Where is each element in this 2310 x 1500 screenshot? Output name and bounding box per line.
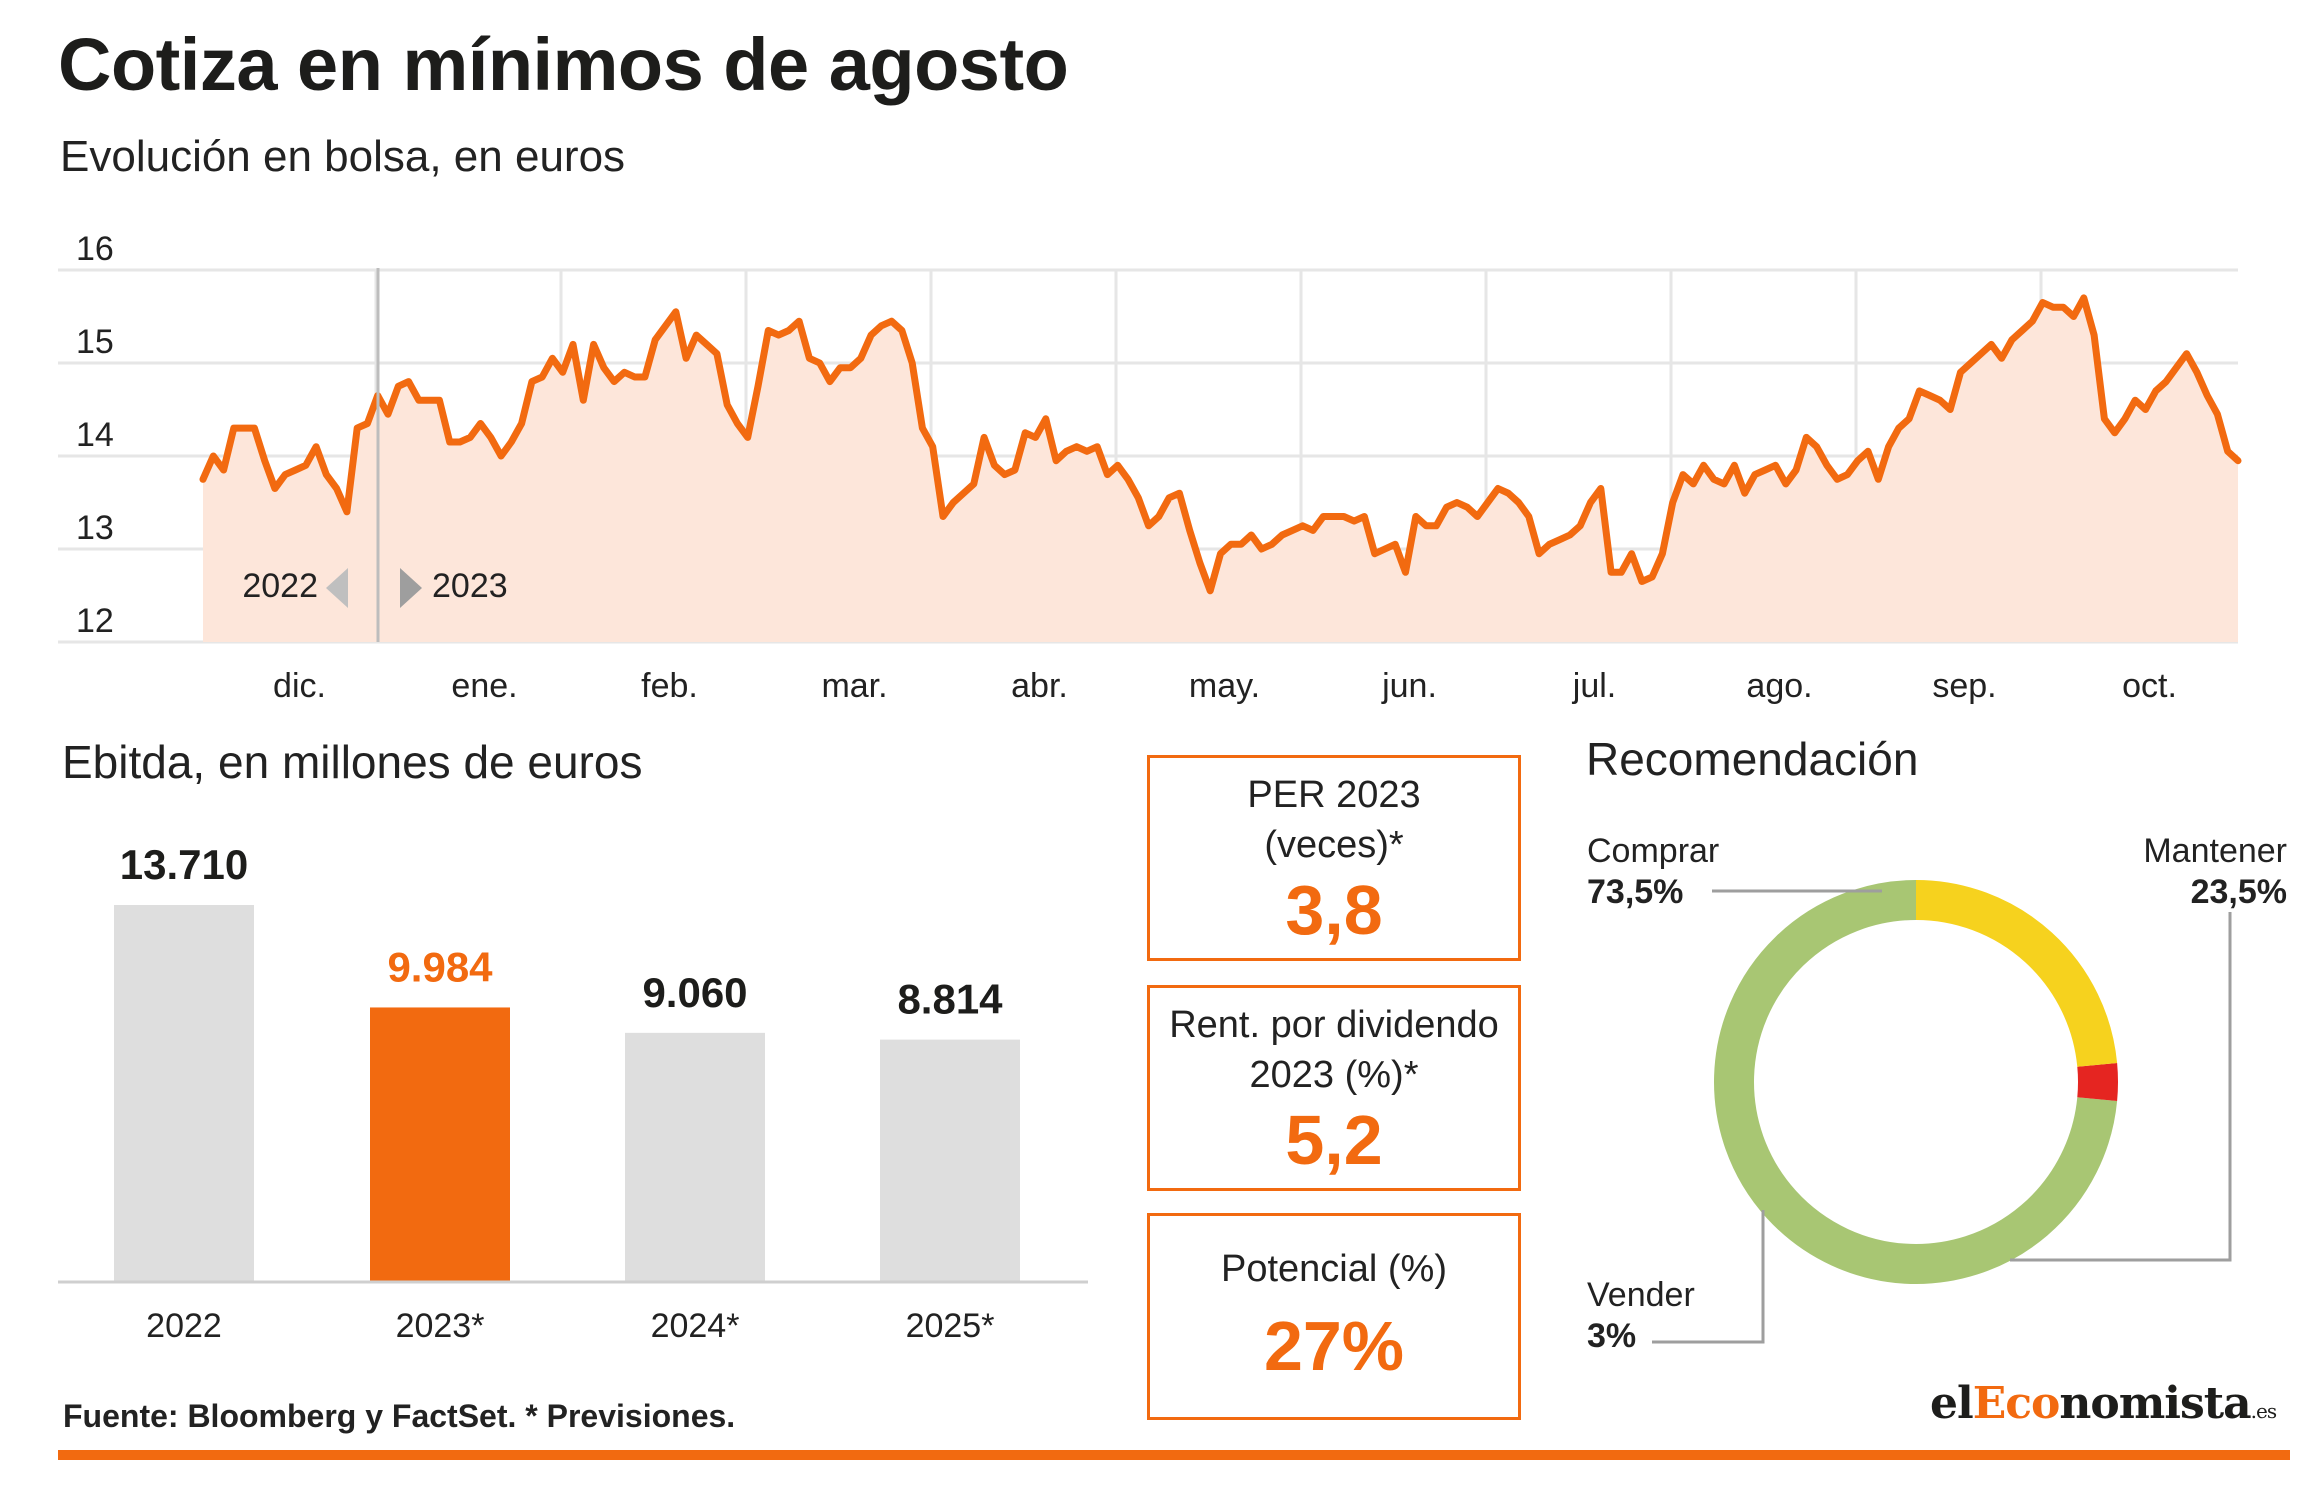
recommendation-title: Recomendación [1586, 733, 1919, 785]
y-tick-label: 16 [76, 230, 114, 268]
mantener-leader-line [2010, 912, 2232, 1262]
x-tick-label: jul. [1572, 667, 1616, 705]
slice-mantener [1915, 880, 2118, 1068]
x-tick-label: feb. [641, 667, 698, 705]
x-tick-label: dic. [273, 667, 326, 705]
kpi-per-label-2: (veces)* [1264, 824, 1404, 866]
y-tick-label: 15 [76, 323, 114, 361]
page-subtitle: Evolución en bolsa, en euros [60, 132, 626, 181]
mantener-value: 23,5% [2191, 873, 2287, 911]
bar-category-label: 2023* [396, 1307, 485, 1345]
kpi-dividend-value: 5,2 [1285, 1101, 1383, 1179]
vender-label: Vender [1587, 1276, 1695, 1314]
kpi-dividend-label-2: 2023 (%)* [1249, 1054, 1419, 1096]
kpi-potencial-label: Potencial (%) [1221, 1248, 1447, 1290]
vender-leader-line [1652, 1210, 1765, 1344]
y-tick-label: 12 [76, 602, 114, 640]
bar-value-label: 8.814 [897, 976, 1003, 1023]
slice-comprar [1714, 880, 2118, 1284]
bottom-rule [58, 1450, 2290, 1460]
page-title: Cotiza en mínimos de agosto [58, 23, 1069, 106]
bar-value-label: 9.984 [387, 943, 493, 990]
x-tick-label: oct. [2122, 667, 2177, 705]
year-label-2022: 2022 [242, 567, 318, 605]
x-tick-label: may. [1189, 667, 1260, 705]
bar-category-label: 2022 [146, 1307, 222, 1345]
kpi-per-label-1: PER 2023 [1247, 774, 1421, 816]
brand-highlight: Eco [1972, 1378, 2061, 1429]
price-area [203, 297, 2238, 642]
y-tick-label: 13 [76, 509, 114, 547]
mantener-label: Mantener [2143, 832, 2287, 870]
source-note: Fuente: Bloomberg y FactSet. * Prevision… [63, 1398, 736, 1434]
kpi-per-value: 3,8 [1285, 871, 1383, 949]
vender-value: 3% [1587, 1317, 1636, 1355]
brand-suffix: nomista [2059, 1378, 2251, 1429]
brand-tld: .es [2250, 1399, 2277, 1423]
bar-category-label: 2024* [651, 1307, 740, 1345]
kpi-dividend-box: Rent. por dividendo 2023 (%)* 5,2 [1147, 985, 1521, 1191]
price-line [199, 294, 2242, 595]
arrow-right-icon [400, 568, 422, 608]
x-tick-label: ago. [1746, 667, 1812, 705]
bar-2022 [114, 905, 254, 1282]
x-tick-label: mar. [821, 667, 887, 705]
kpi-dividend-label-1: Rent. por dividendo [1169, 1004, 1499, 1046]
bar-value-label: 13.710 [120, 841, 248, 888]
comprar-value: 73,5% [1587, 873, 1683, 911]
year-label-2023: 2023 [432, 567, 508, 605]
arrow-left-icon [326, 568, 348, 608]
bar-2023 [370, 1007, 510, 1282]
kpi-per-box: PER 2023 (veces)* 3,8 [1147, 755, 1521, 961]
x-axis-month-labels: dic. ene. feb. mar. abr. may. jun. jul. ago. sep.… [273, 667, 2177, 705]
ebitda-title: Ebitda, en millones de euros [62, 736, 643, 788]
kpi-potencial-value: 27% [1263, 1307, 1405, 1385]
comprar-label: Comprar [1587, 832, 1719, 870]
kpi-potencial-box: Potencial (%) 27% [1147, 1213, 1521, 1420]
bar-2024 [625, 1032, 765, 1282]
stock-price-chart: 16 15 14 13 12 dic. ene. feb. mar. abr. may. jun. j… [58, 230, 2242, 705]
y-tick-label: 14 [76, 416, 114, 454]
slice-vender [2077, 1063, 2118, 1101]
x-tick-label: sep. [1932, 667, 1996, 705]
x-tick-label: ene. [451, 667, 517, 705]
brand-logo: elEconomista.es [1930, 1378, 2277, 1429]
x-tick-label: jun. [1381, 667, 1437, 705]
bar-2025 [880, 1039, 1020, 1282]
bar-value-label: 9.060 [642, 969, 747, 1016]
bar-category-label: 2025* [906, 1307, 995, 1345]
x-tick-label: abr. [1011, 667, 1068, 705]
y-axis-tick-labels: 16 15 14 13 12 [76, 230, 114, 640]
brand-prefix: el [1930, 1378, 1974, 1429]
